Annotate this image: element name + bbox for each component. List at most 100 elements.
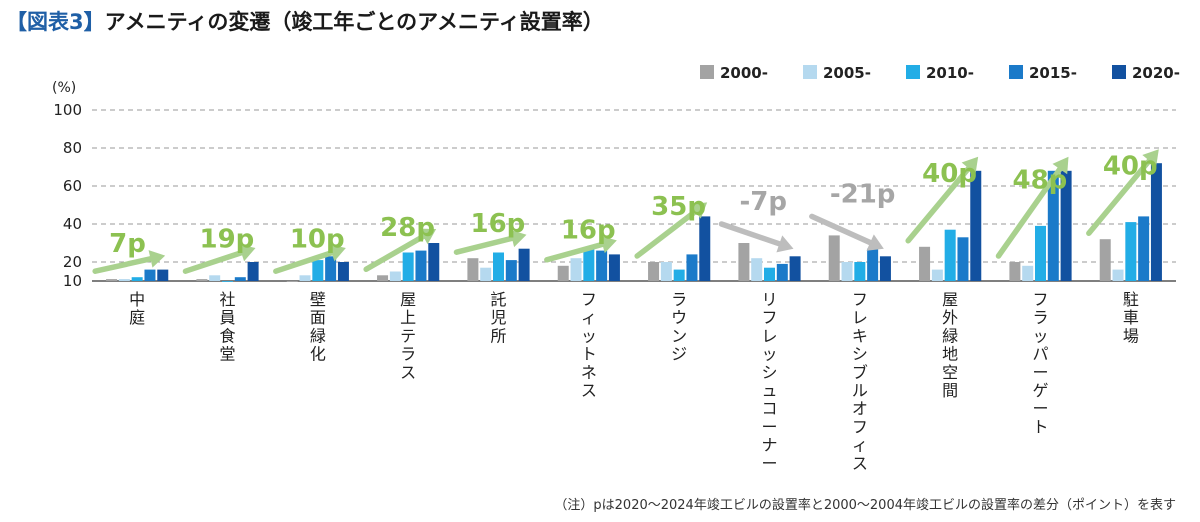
bar-2010 bbox=[1125, 222, 1137, 281]
bar-2010 bbox=[312, 260, 324, 281]
bar-2015 bbox=[686, 254, 698, 281]
difference-arrow-head bbox=[509, 229, 527, 248]
bar-2005 bbox=[118, 279, 130, 281]
bar-2010 bbox=[673, 269, 685, 281]
bar-2020 bbox=[518, 248, 530, 281]
difference-label: 7p bbox=[109, 229, 146, 259]
bar-2015 bbox=[1047, 170, 1059, 281]
difference-arrow-shaft bbox=[92, 256, 154, 274]
difference-arrow-shaft bbox=[273, 249, 335, 274]
bar-2000 bbox=[377, 275, 389, 281]
difference-arrow-shaft bbox=[995, 166, 1063, 259]
difference-label: 16p bbox=[561, 216, 616, 246]
difference-label: 35p bbox=[651, 192, 706, 222]
bar-2005 bbox=[751, 258, 763, 281]
difference-arrow-head bbox=[866, 234, 884, 251]
difference-arrow-shaft bbox=[809, 213, 873, 246]
x-tick-label: 屋外緑地空間 bbox=[942, 290, 958, 400]
bar-2010 bbox=[402, 252, 414, 281]
legend-label: 2015- bbox=[1029, 64, 1077, 82]
difference-arrow-shaft bbox=[182, 249, 245, 274]
bars bbox=[106, 163, 1162, 282]
legend: 2000- 2005- 2010- 2015- 2020- bbox=[700, 64, 1180, 82]
legend-label: 2005- bbox=[823, 64, 871, 82]
difference-arrow-head bbox=[1052, 156, 1069, 175]
y-tick-label: 60 bbox=[63, 177, 82, 195]
bar-2020 bbox=[337, 262, 349, 281]
bar-2005 bbox=[931, 269, 943, 281]
bar-2015 bbox=[325, 256, 337, 281]
difference-arrow-shaft bbox=[1086, 157, 1152, 236]
difference-arrow-head bbox=[148, 250, 166, 268]
difference-label: 40p bbox=[922, 159, 977, 189]
legend-swatch bbox=[906, 65, 920, 79]
y-tick-label: 100 bbox=[53, 101, 82, 119]
y-tick-label: 10 bbox=[63, 272, 82, 290]
bar-2005 bbox=[660, 262, 672, 281]
bar-2020 bbox=[970, 170, 982, 281]
difference-label: 16p bbox=[471, 209, 526, 239]
x-tick-label: 駐車場 bbox=[1123, 290, 1139, 345]
bar-2000 bbox=[828, 235, 840, 281]
bar-2010 bbox=[131, 277, 143, 281]
x-tick-label: 中庭 bbox=[129, 290, 145, 327]
x-tick-label: フィットネス bbox=[581, 290, 597, 400]
bar-2000 bbox=[1099, 239, 1111, 281]
bar-2020 bbox=[789, 256, 801, 281]
difference-label: -7p bbox=[740, 187, 788, 217]
difference-arrow-head bbox=[418, 228, 437, 245]
bar-2015 bbox=[505, 260, 517, 281]
bar-2020 bbox=[608, 254, 620, 281]
bar-2020 bbox=[428, 243, 440, 281]
x-tick-label: ラウンジ bbox=[671, 290, 687, 364]
difference-arrow-shaft bbox=[718, 221, 783, 247]
figure-title: アメニティの変遷（竣工年ごとのアメニティ設置率） bbox=[104, 10, 604, 34]
footnote: （注）pは2020〜2024年竣工ビルの設置率と2000〜2004年竣工ビルの設… bbox=[554, 498, 1176, 513]
bar-2015 bbox=[776, 263, 788, 281]
bar-2020 bbox=[1060, 170, 1072, 281]
x-tick-label: 壁面緑化 bbox=[310, 290, 326, 364]
bar-2000 bbox=[106, 279, 118, 281]
difference-arrow-head bbox=[599, 235, 617, 254]
difference-arrow-shaft bbox=[634, 208, 699, 259]
bar-2020 bbox=[879, 256, 891, 281]
difference-label: 40p bbox=[1103, 151, 1158, 181]
grid bbox=[92, 109, 1176, 282]
bar-2015 bbox=[596, 250, 608, 281]
bar-2000 bbox=[557, 265, 569, 281]
legend-swatch bbox=[1009, 65, 1023, 79]
page-title: 【図表3】アメニティの変遷（竣工年ごとのアメニティ設置率） bbox=[6, 6, 604, 36]
bar-2000 bbox=[1009, 262, 1021, 281]
bar-2005 bbox=[1112, 269, 1124, 281]
bar-2015 bbox=[415, 250, 427, 281]
legend-swatch bbox=[700, 65, 714, 79]
difference-arrow-shaft bbox=[363, 233, 426, 273]
bar-2010 bbox=[493, 252, 504, 281]
bar-2000 bbox=[196, 279, 208, 281]
difference-arrow-shaft bbox=[544, 241, 606, 263]
difference-arrow-head bbox=[776, 235, 794, 253]
x-tick-label: 社員食堂 bbox=[219, 290, 235, 364]
bar-2010 bbox=[222, 281, 233, 282]
x-tick-label: 託児所 bbox=[490, 290, 506, 345]
y-axis-label: (%) bbox=[52, 80, 76, 96]
bar-2020 bbox=[1150, 163, 1162, 281]
x-tick-label: 屋上テラス bbox=[400, 290, 416, 382]
bar-2020 bbox=[157, 269, 169, 281]
bar-2010 bbox=[944, 229, 956, 281]
y-tick-label: 40 bbox=[63, 215, 82, 233]
bar-2005 bbox=[389, 271, 401, 281]
bar-2005 bbox=[480, 267, 492, 281]
legend-label: 2020- bbox=[1132, 64, 1180, 82]
bar-2015 bbox=[1138, 216, 1150, 281]
difference-label: -21p bbox=[830, 179, 896, 209]
bar-2020 bbox=[699, 216, 711, 281]
bar-2000 bbox=[286, 281, 298, 282]
legend-swatch bbox=[1112, 65, 1126, 79]
difference-label: 28p bbox=[380, 213, 435, 243]
bar-2000 bbox=[919, 246, 931, 281]
bar-2015 bbox=[867, 248, 879, 281]
x-tick-label: リフレッシュコーナー bbox=[761, 290, 777, 473]
